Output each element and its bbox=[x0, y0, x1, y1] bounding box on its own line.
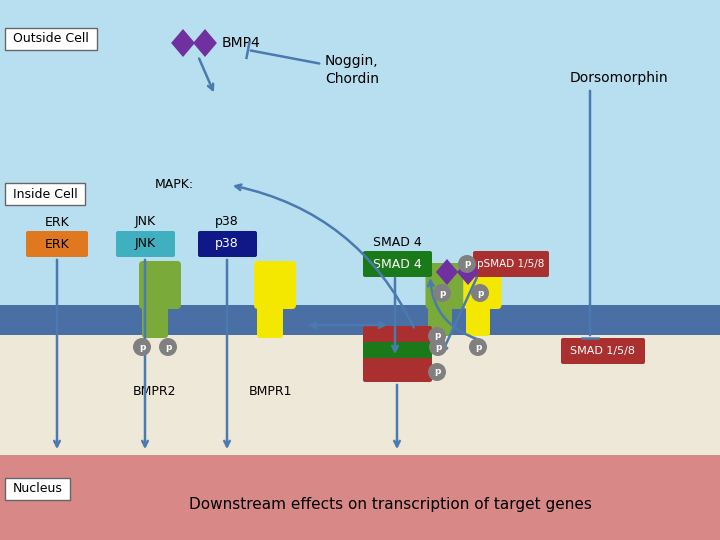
Text: SMAD 1/5/8: SMAD 1/5/8 bbox=[570, 346, 636, 356]
FancyBboxPatch shape bbox=[363, 358, 432, 382]
Polygon shape bbox=[193, 29, 217, 57]
FancyBboxPatch shape bbox=[5, 183, 85, 205]
Text: BMPR2: BMPR2 bbox=[133, 385, 176, 398]
FancyBboxPatch shape bbox=[466, 298, 490, 336]
Text: pSMAD 1/5/8: pSMAD 1/5/8 bbox=[477, 259, 545, 269]
Bar bbox=[0, 335, 720, 455]
FancyBboxPatch shape bbox=[268, 261, 296, 309]
FancyBboxPatch shape bbox=[142, 298, 168, 338]
Text: JNK: JNK bbox=[135, 238, 156, 251]
Text: SMAD 4: SMAD 4 bbox=[373, 235, 421, 248]
FancyBboxPatch shape bbox=[464, 263, 490, 309]
Polygon shape bbox=[171, 29, 195, 57]
Circle shape bbox=[433, 284, 451, 302]
Text: p38: p38 bbox=[215, 238, 239, 251]
Bar bbox=[0, 455, 720, 540]
Polygon shape bbox=[436, 259, 458, 285]
FancyBboxPatch shape bbox=[254, 261, 282, 309]
Text: Inside Cell: Inside Cell bbox=[13, 187, 77, 200]
Circle shape bbox=[471, 284, 489, 302]
FancyBboxPatch shape bbox=[116, 231, 175, 257]
Text: Noggin,
Chordin: Noggin, Chordin bbox=[325, 55, 379, 86]
Circle shape bbox=[133, 338, 151, 356]
Text: p: p bbox=[165, 342, 171, 352]
FancyBboxPatch shape bbox=[139, 261, 167, 309]
Text: Outside Cell: Outside Cell bbox=[13, 32, 89, 45]
Text: p: p bbox=[435, 342, 441, 352]
FancyBboxPatch shape bbox=[5, 478, 70, 500]
FancyBboxPatch shape bbox=[473, 251, 549, 277]
Text: p: p bbox=[464, 260, 470, 268]
Text: ERK: ERK bbox=[45, 238, 69, 251]
FancyBboxPatch shape bbox=[363, 342, 432, 366]
FancyBboxPatch shape bbox=[561, 338, 645, 364]
Text: p: p bbox=[438, 288, 445, 298]
FancyBboxPatch shape bbox=[5, 28, 97, 50]
Circle shape bbox=[159, 338, 177, 356]
Text: p: p bbox=[474, 342, 481, 352]
FancyBboxPatch shape bbox=[428, 298, 452, 336]
Text: BMP4: BMP4 bbox=[222, 36, 261, 50]
FancyBboxPatch shape bbox=[257, 298, 283, 338]
Circle shape bbox=[458, 255, 476, 273]
Polygon shape bbox=[457, 259, 479, 285]
Text: p: p bbox=[434, 368, 440, 376]
Circle shape bbox=[428, 363, 446, 381]
Text: JNK: JNK bbox=[135, 215, 156, 228]
Text: p: p bbox=[434, 332, 440, 341]
Circle shape bbox=[429, 338, 447, 356]
Text: SMAD 4: SMAD 4 bbox=[373, 258, 421, 271]
Text: p: p bbox=[139, 342, 145, 352]
FancyBboxPatch shape bbox=[475, 263, 502, 309]
Text: MAPK:: MAPK: bbox=[155, 179, 194, 192]
Text: ERK: ERK bbox=[45, 215, 69, 228]
FancyBboxPatch shape bbox=[363, 251, 432, 277]
FancyBboxPatch shape bbox=[153, 261, 181, 309]
Bar bbox=[0, 305, 720, 335]
Text: Downstream effects on transcription of target genes: Downstream effects on transcription of t… bbox=[189, 497, 591, 512]
FancyBboxPatch shape bbox=[363, 326, 432, 350]
Text: Dorsomorphin: Dorsomorphin bbox=[570, 71, 669, 85]
Text: Nucleus: Nucleus bbox=[12, 483, 63, 496]
FancyBboxPatch shape bbox=[198, 231, 257, 257]
Bar bbox=[0, 0, 720, 305]
Text: p38: p38 bbox=[215, 215, 239, 228]
FancyBboxPatch shape bbox=[26, 231, 88, 257]
FancyBboxPatch shape bbox=[426, 263, 451, 309]
Text: BMPR1: BMPR1 bbox=[248, 385, 292, 398]
Circle shape bbox=[469, 338, 487, 356]
FancyBboxPatch shape bbox=[438, 263, 464, 309]
Text: p: p bbox=[477, 288, 483, 298]
Circle shape bbox=[428, 327, 446, 345]
